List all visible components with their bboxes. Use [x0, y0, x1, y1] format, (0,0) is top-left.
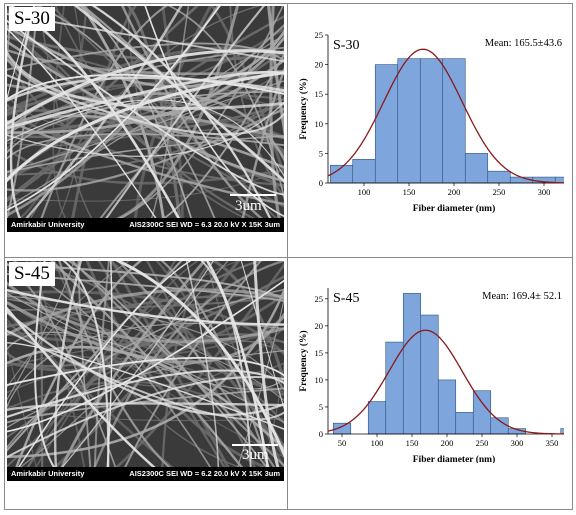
y-axis-label: Frequency (%) — [298, 330, 309, 391]
histogram-bar — [560, 428, 564, 435]
x-tick-label: 250 — [476, 438, 489, 448]
histogram-bar — [402, 293, 422, 435]
y-tick-label: 25 — [315, 294, 324, 304]
x-tick-label: 200 — [441, 438, 454, 448]
histogram-bar — [464, 153, 489, 184]
mean-annotation: Mean: 165.5±43.6 nm — [485, 38, 564, 49]
x-tick-label: 300 — [538, 187, 551, 197]
sem-label: S-45 — [9, 262, 55, 286]
x-tick-label: 150 — [403, 187, 416, 197]
x-tick-label: 300 — [511, 438, 524, 448]
scale-bar-text: 3um — [235, 198, 262, 214]
y-tick-label: 20 — [315, 321, 324, 331]
histogram-chart-s45: 50 100 150 200 250 300 350 0 5 10 15 20 25 Fiber diam… — [298, 288, 564, 463]
histogram-bar — [455, 412, 474, 435]
normal-fit-curve — [327, 48, 564, 184]
normal-fit-curve — [327, 329, 564, 435]
histogram-bar — [554, 176, 564, 184]
sem-info-strip: Amirkabir University AIS2300C SEI WD = 6… — [7, 467, 284, 481]
sem-info-right: AIS2300C SEI WD = 6.2 20.0 kV X 15K 3um — [129, 469, 280, 478]
histogram-bar — [385, 341, 404, 435]
fiber-network-image — [7, 6, 284, 218]
chart-panel-label: S-30 — [333, 38, 359, 53]
x-axis-label: Fiber diameter (nm) — [413, 454, 496, 463]
x-axis-label: Fiber diameter (nm) — [413, 203, 496, 214]
histogram-chart-s30: 100 150 200 250 300 0 5 10 15 20 25 Fiber diameter … — [298, 30, 564, 214]
histogram-bar — [374, 64, 399, 184]
y-tick-label: 15 — [315, 89, 324, 99]
histogram-bar — [397, 58, 421, 184]
sem-image-s30: S-30 3um Amirkabir University AIS2300C S… — [7, 6, 284, 232]
y-tick-label: 10 — [315, 119, 324, 129]
histogram-bar — [487, 170, 511, 184]
sem-info-strip: Amirkabir University AIS2300C SEI WD = 6… — [7, 218, 284, 232]
fiber-network-image — [7, 261, 284, 467]
sem-label: S-30 — [9, 7, 55, 31]
y-tick-label: 20 — [315, 60, 324, 70]
y-tick-label: 25 — [315, 30, 324, 40]
x-tick-label: 100 — [358, 187, 371, 197]
row-divider — [4, 257, 573, 258]
y-tick-label: 0 — [319, 178, 323, 188]
scale-bar — [230, 194, 276, 196]
sem-image-s45: S-45 3um Amirkabir University AIS2300C S… — [7, 261, 284, 481]
sem-info-right: AIS2300C SEI WD = 6.3 20.0 kV X 15K 3um — [129, 220, 280, 229]
histogram-bar — [437, 379, 457, 435]
x-tick-label: 150 — [406, 438, 419, 448]
histogram-bar — [420, 314, 439, 435]
chart-panel-label: S-45 — [333, 291, 359, 306]
sem-info-left: Amirkabir University — [11, 469, 85, 478]
x-tick-label: 350 — [546, 438, 559, 448]
x-tick-label: 50 — [338, 438, 347, 448]
y-tick-label: 5 — [319, 402, 323, 412]
histogram-bar — [472, 390, 492, 435]
scale-bar — [232, 444, 278, 446]
y-tick-label: 15 — [315, 348, 324, 358]
histogram-bar — [419, 58, 444, 184]
histogram-bar — [367, 401, 387, 435]
scale-bar-text: 3um — [242, 447, 269, 463]
y-tick-label: 10 — [315, 375, 324, 385]
histogram-bar — [442, 58, 466, 184]
y-tick-label: 0 — [319, 429, 323, 439]
x-tick-label: 250 — [493, 187, 506, 197]
column-divider — [287, 3, 288, 510]
sem-info-left: Amirkabir University — [11, 220, 85, 229]
x-tick-label: 100 — [371, 438, 384, 448]
y-tick-label: 5 — [319, 148, 323, 158]
mean-annotation: Mean: 169.4± 52.1 nm — [482, 291, 564, 302]
x-tick-label: 200 — [448, 187, 461, 197]
figure-frame — [4, 3, 573, 510]
histogram-bar — [352, 159, 376, 184]
y-axis-label: Frequency (%) — [298, 78, 309, 139]
